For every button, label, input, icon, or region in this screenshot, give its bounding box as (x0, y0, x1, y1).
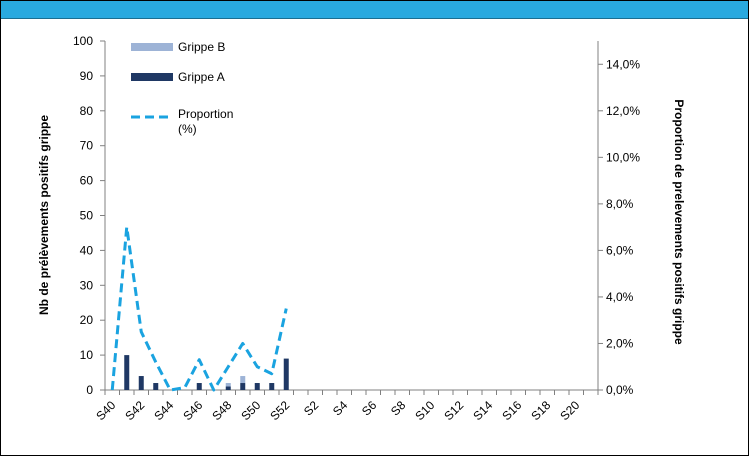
y2-axis-title: Proportion de prelevements positifs grip… (672, 99, 686, 345)
y-tick-label: 10 (80, 348, 94, 362)
bars-group (124, 355, 289, 390)
axes-group: 0 10 20 30 40 50 60 70 80 90 100 0,0% 2,0% 4,0% 6,0% 8,… (73, 34, 640, 423)
x-tick-label: S40 (93, 398, 118, 423)
proportion-line-group (110, 225, 288, 392)
x-tick-label: S8 (388, 398, 409, 419)
x-tick-label: S50 (238, 398, 263, 423)
y2-tick-label: 10,0% (606, 150, 640, 164)
y2-tick-label: 8,0% (606, 197, 634, 211)
bar-grippe-a (283, 358, 289, 390)
y-tick-label: 70 (80, 139, 94, 153)
bar-grippe-a (153, 383, 159, 390)
y2-tick-label: 2,0% (606, 336, 634, 350)
bar-grippe-b (225, 383, 231, 387)
y-tick-label: 30 (80, 278, 94, 292)
legend-swatch-grippe-b (131, 43, 173, 51)
bar-grippe-a (240, 383, 246, 390)
y2-tick-label: 6,0% (606, 243, 634, 257)
y-tick-label: 100 (73, 34, 93, 48)
bar-grippe-a (254, 383, 260, 390)
legend-label-grippe-a: Grippe A (178, 70, 225, 84)
legend-label-proportion-unit: (%) (178, 122, 197, 136)
header-bar (1, 1, 748, 18)
y-tick-label: 60 (80, 174, 94, 188)
y2-tick-label: 4,0% (606, 290, 634, 304)
x-tick-label: S12 (441, 398, 466, 423)
bar-grippe-a (225, 386, 231, 390)
x-tick-label: S4 (330, 398, 351, 419)
x-tick-label: S20 (557, 398, 582, 423)
x-tick-label: S16 (499, 398, 524, 423)
x-tick-label: S2 (301, 398, 322, 419)
y2-tick-label: 0,0% (606, 383, 634, 397)
legend: Grippe B Grippe A Proportion (%) (131, 40, 233, 136)
bar-grippe-a (124, 355, 130, 390)
legend-label-grippe-b: Grippe B (178, 40, 225, 54)
x-tick-label: S42 (122, 398, 147, 423)
y-tick-label: 80 (80, 104, 94, 118)
bar-grippe-a (269, 383, 275, 390)
y-tick-label: 90 (80, 69, 94, 83)
x-tick-label: S48 (209, 398, 234, 423)
proportion-line (110, 225, 288, 392)
x-tick-label: S14 (470, 398, 495, 423)
x-tick-label: S46 (180, 398, 205, 423)
bar-grippe-b (240, 376, 246, 384)
y-axis-title: Nb de prélèvements positifs grippe (37, 115, 51, 315)
header-bar-border (1, 18, 748, 19)
y-tick-label: 0 (86, 383, 93, 397)
bar-grippe-a (138, 376, 144, 390)
legend-label-proportion: Proportion (178, 107, 233, 121)
x-tick-label: S44 (151, 398, 176, 423)
x-tick-label: S10 (412, 398, 437, 423)
y-tick-label: 20 (80, 313, 94, 327)
legend-swatch-grippe-a (131, 73, 173, 81)
x-tick-label: S18 (528, 398, 553, 423)
x-tick-label: S52 (267, 398, 292, 423)
y2-tick-label: 14,0% (606, 57, 640, 71)
y2-tick-label: 12,0% (606, 104, 640, 118)
y-tick-label: 40 (80, 243, 94, 257)
x-tick-label: S6 (359, 398, 380, 419)
y-tick-label: 50 (80, 209, 94, 223)
bar-grippe-a (196, 383, 202, 390)
